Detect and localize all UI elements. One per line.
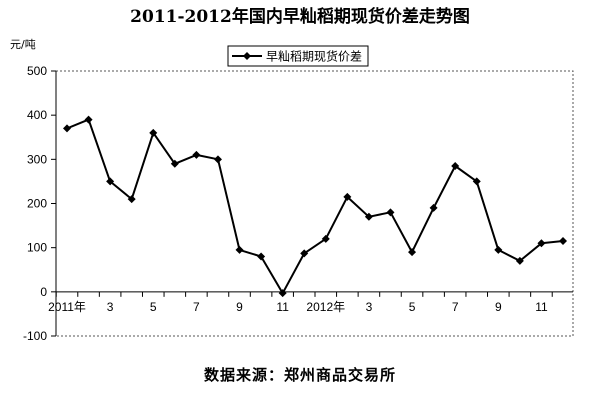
y-axis-label: 元/吨 [10,38,36,51]
plot-frame [55,70,574,337]
data-point [472,177,481,186]
data-point [300,249,309,258]
data-point [63,124,71,133]
x-tick-label: 7 [452,300,459,314]
y-tick-label: 500 [27,64,47,78]
data-point [559,237,567,246]
data-point [106,177,115,186]
x-tick-label: 3 [366,300,373,314]
data-point [515,256,524,265]
x-tick-label: 7 [193,300,200,314]
y-tick-label: 100 [27,241,47,255]
data-point [192,150,201,159]
data-point [429,203,438,212]
x-tick-label: 9 [236,300,243,314]
data-point [127,195,136,204]
data-point [278,289,287,298]
data-point [213,155,222,164]
x-tick-label: 5 [150,300,157,314]
x-tick-label: 2011年 [48,300,86,314]
legend-label: 早籼稻期现货价差 [266,49,362,64]
x-tick-label: 11 [535,300,548,314]
data-point [408,248,417,257]
legend-frame [227,45,369,67]
data-point [364,212,373,221]
plot-area: -100 0 100 200 300 400 500 2011年 3 5 7 9 11 2012年 3 5 7 9… [23,64,574,343]
data-point [257,252,266,261]
x-tick-label: 3 [107,300,114,314]
series-line [66,118,564,295]
data-point [84,115,93,124]
x-tick-label: 2012年 [306,300,345,314]
data-point [494,245,503,254]
y-tick-label: 0 [40,285,47,299]
data-point [343,192,352,201]
y-tick-label: 200 [27,197,47,211]
y-tick-label: -100 [23,329,47,343]
data-point [386,208,395,217]
y-tick-label: 400 [27,108,47,122]
legend: 早籼稻期现货价差 [227,45,369,67]
data-point [451,161,460,170]
data-point [149,128,158,137]
chart-title: 2011-2012年国内早籼稻期现货价差走势图 [130,6,470,27]
x-tick-label: 5 [409,300,416,314]
x-tick-label: 9 [495,300,502,314]
y-tick-label: 300 [27,152,47,166]
data-point [537,239,546,248]
x-tick-label: 11 [276,300,289,314]
data-point [321,234,330,243]
legend-marker [243,52,251,60]
data-source: 数据来源：郑州商品交易所 [204,366,396,384]
data-point [235,245,244,254]
data-point [170,159,179,168]
